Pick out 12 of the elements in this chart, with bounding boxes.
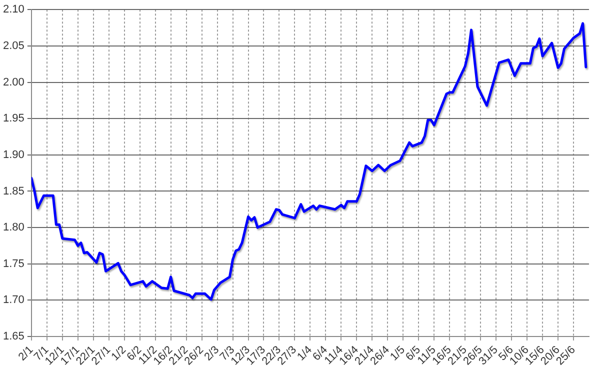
x-tick-label: 1/4 <box>295 344 314 364</box>
y-tick-label: 1.65 <box>2 330 24 343</box>
y-tick-label: 1.85 <box>2 185 24 198</box>
y-tick-label: 1.80 <box>2 222 24 234</box>
y-tick-label: 2.05 <box>2 40 24 52</box>
x-tick-label: 1/5 <box>388 344 408 364</box>
y-tick-label: 1.95 <box>2 112 24 125</box>
y-tick-label: 1.90 <box>2 148 24 161</box>
y-tick-label: 2.00 <box>2 76 24 88</box>
y-tick-label: 1.75 <box>2 258 24 270</box>
y-tick-label: 2.10 <box>2 4 24 16</box>
y-tick-label: 1.70 <box>2 294 24 306</box>
